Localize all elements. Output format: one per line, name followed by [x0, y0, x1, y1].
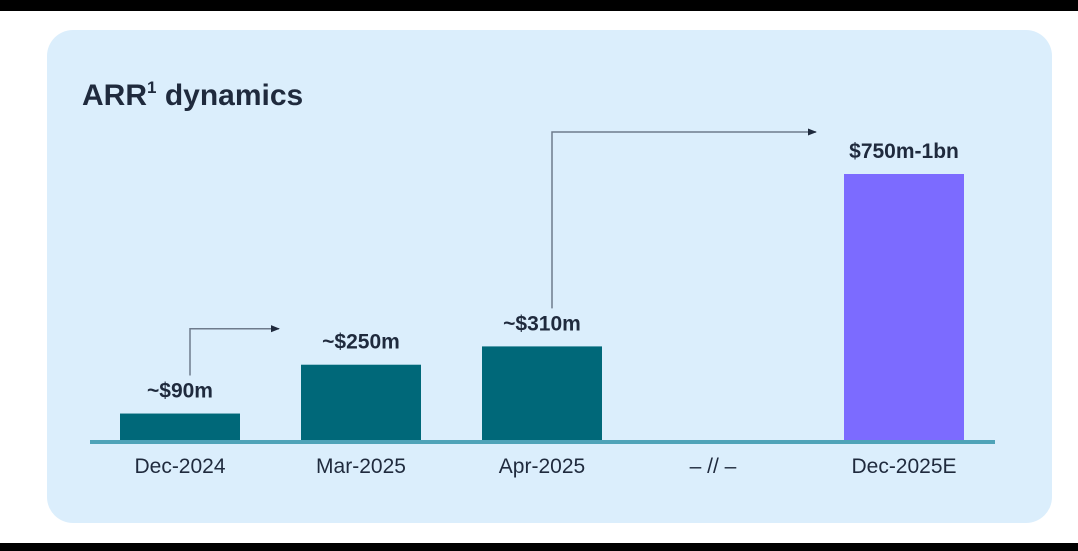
bar-mar-2025 [301, 364, 421, 441]
bar-dec-2024 [120, 413, 240, 441]
x-tick-dec-2025e: Dec-2025E [851, 455, 956, 478]
bars-layer [90, 174, 995, 444]
chart-title-suffix: dynamics [164, 79, 304, 112]
chart-title-main: ARR [82, 79, 147, 112]
growth-arrow-apr-2025-to-dec-2025e [551, 128, 817, 309]
labels-layer: ~$90m Dec-2024 ~$250m Mar-2025 ~$310m Apr-202… [134, 140, 958, 478]
value-label-dec-2025e: $750m-1bn [849, 140, 959, 163]
bar-apr-2025 [482, 346, 602, 441]
arrows-layer [189, 128, 817, 376]
x-tick-apr-2025: Apr-2025 [499, 455, 585, 478]
x-tick-dec-2024: Dec-2024 [134, 455, 225, 478]
value-label-dec-2024: ~$90m [147, 380, 213, 403]
x-tick-mar-2025: Mar-2025 [316, 455, 406, 478]
chart-title-footnote: 1 [147, 78, 157, 97]
value-label-apr-2025: ~$310m [503, 312, 581, 335]
growth-arrow-dec-2024-to-mar-2025 [189, 325, 280, 376]
x-tick-break: – // – [690, 455, 737, 478]
value-label-mar-2025: ~$250m [322, 331, 400, 354]
bar-dec-2025e [844, 174, 964, 441]
chart-title: ARR1 dynamics [82, 78, 303, 113]
